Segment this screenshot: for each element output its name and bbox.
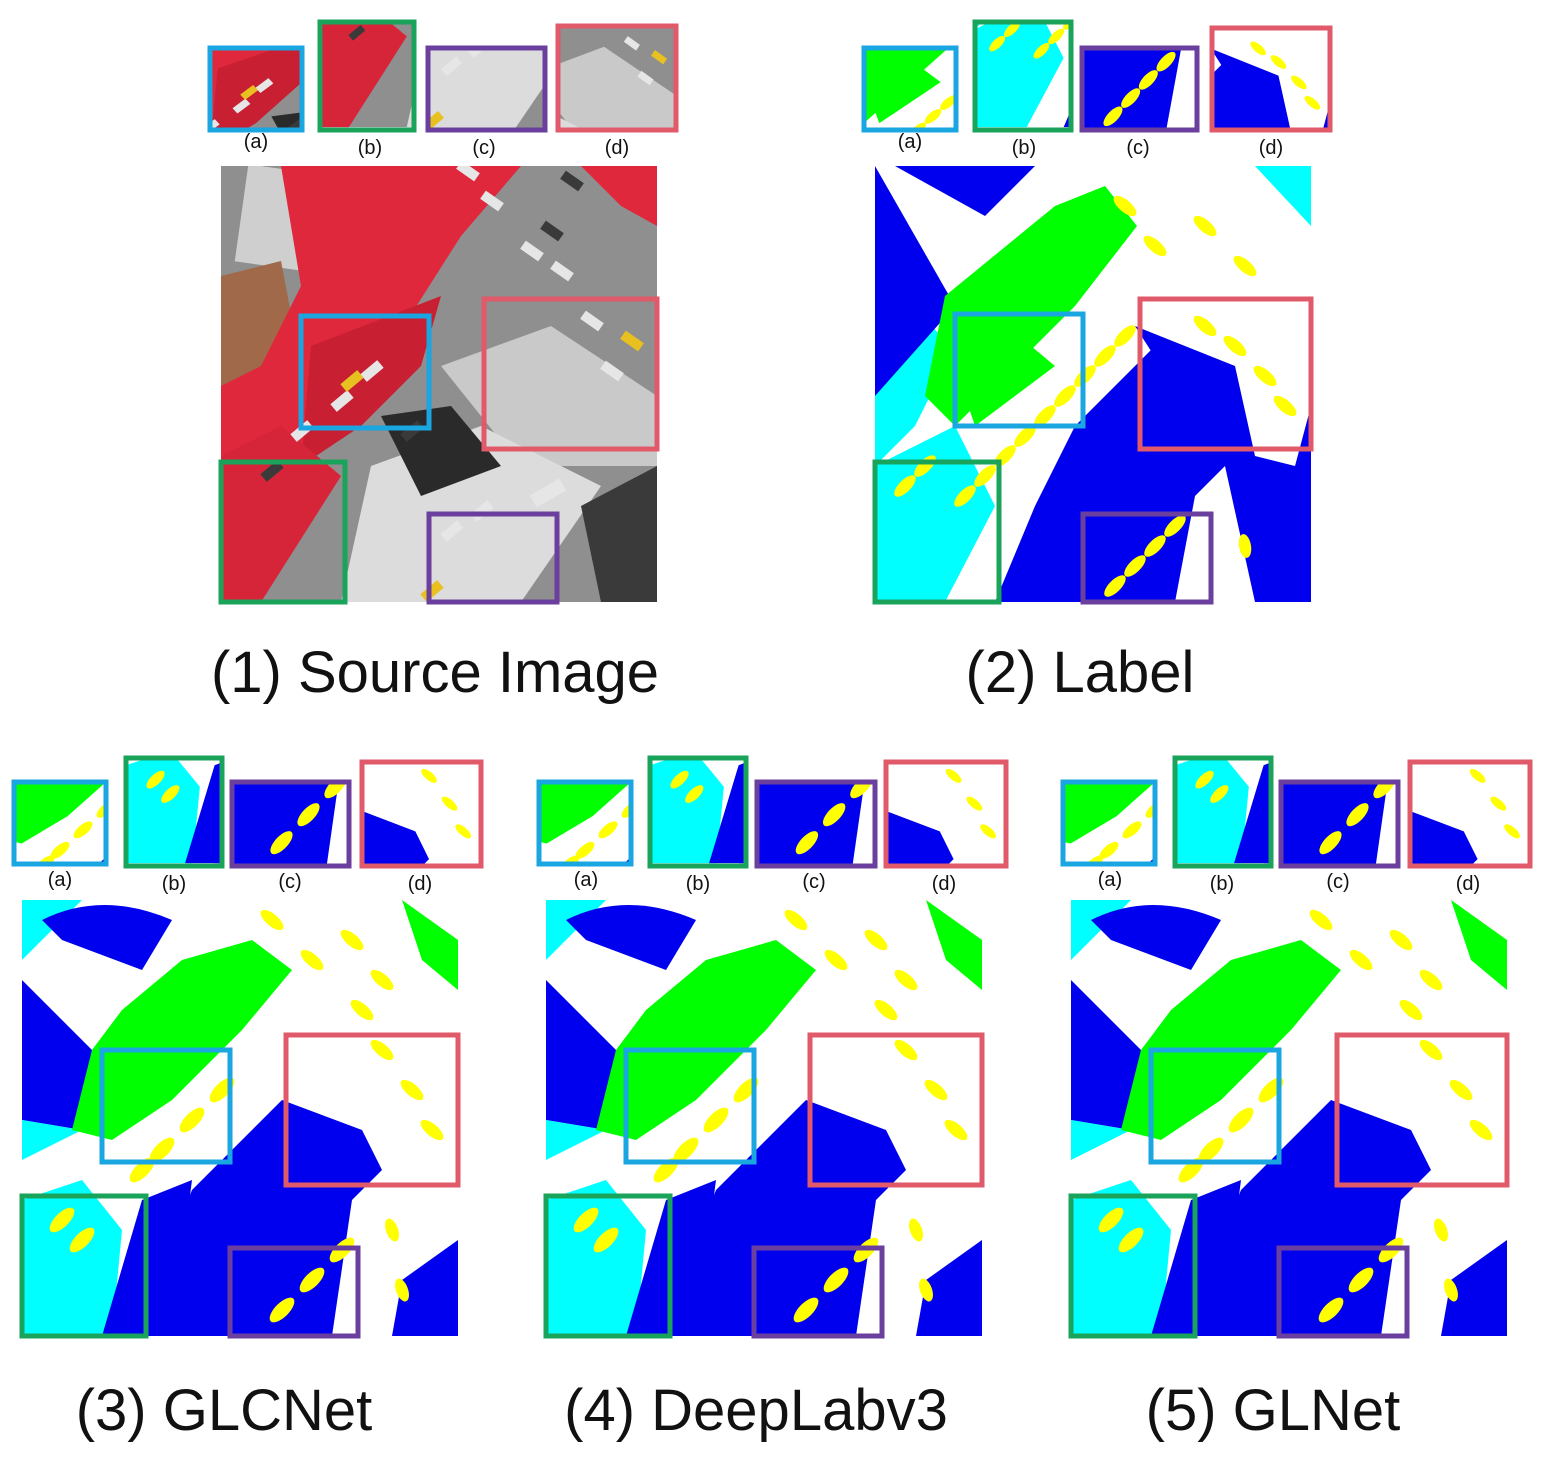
thumb-label-b: (b) [1012, 137, 1036, 159]
thumb-b [972, 19, 1074, 133]
panel-label: (a) (b) (c) (d) (2) Label [861, 19, 1333, 705]
thumb-label-a: (a) [244, 131, 268, 153]
thumb-label-b: (b) [162, 873, 186, 895]
thumb-label-c: (c) [472, 137, 495, 159]
caption-source-image: (1) Source Image [211, 640, 659, 705]
thumb-a [1060, 779, 1158, 867]
thumb-d [555, 23, 679, 133]
box-b [872, 459, 1002, 605]
thumb-label-c: (c) [1326, 871, 1349, 893]
thumb-label-d: (d) [932, 873, 956, 895]
thumb-b [123, 755, 225, 869]
thumb-label-b: (b) [358, 137, 382, 159]
thumb-label-a: (a) [898, 131, 922, 153]
thumb-a [861, 45, 959, 133]
box-b [543, 1193, 673, 1339]
thumb-label-d: (d) [408, 873, 432, 895]
box-b [19, 1193, 149, 1339]
thumb-label-b: (b) [686, 873, 710, 895]
box-b [1068, 1193, 1198, 1339]
main-image-glnet [1068, 900, 1510, 1339]
thumb-a [207, 45, 305, 133]
box-a [623, 1047, 757, 1165]
panel-source-image: (a) (b) (c) (d) (1) Source Image [207, 19, 679, 705]
box-a [1148, 1047, 1282, 1165]
caption-label: (2) Label [966, 640, 1195, 705]
box-a [99, 1047, 233, 1165]
box-a [298, 313, 432, 431]
thumb-label-a: (a) [574, 869, 598, 891]
box-d [1334, 1032, 1510, 1188]
thumb-b [1172, 755, 1274, 869]
thumb-c [1278, 779, 1401, 869]
thumb-c [1079, 45, 1200, 133]
main-image-glcnet [19, 900, 461, 1339]
thumb-c [229, 779, 352, 869]
box-c [751, 1245, 885, 1339]
thumb-label-b: (b) [1210, 873, 1234, 895]
box-d [1137, 296, 1314, 452]
thumb-d [883, 759, 1009, 869]
thumb-label-d: (d) [605, 137, 629, 159]
box-b [218, 459, 348, 605]
box-d [807, 1032, 985, 1188]
thumb-d [1407, 759, 1533, 869]
box-d [283, 1032, 461, 1188]
thumb-label-d: (d) [1456, 873, 1480, 895]
box-a [952, 311, 1086, 429]
thumb-b [647, 755, 749, 869]
panel-glnet: (a) (b) (c) (d) (5) GLNet [1060, 755, 1533, 1443]
caption-glnet: (5) GLNet [1146, 1378, 1401, 1443]
thumb-label-a: (a) [48, 869, 72, 891]
box-c [1080, 511, 1214, 605]
thumb-a [11, 779, 109, 867]
box-c [1276, 1245, 1410, 1339]
panel-deeplabv3: (a) (b) (c) (d) (4) DeepLabv3 [536, 755, 1009, 1443]
main-image-label [872, 166, 1314, 605]
box-d [481, 296, 660, 452]
box-c [227, 1245, 361, 1339]
thumb-label-c: (c) [278, 871, 301, 893]
main-image-source [218, 166, 660, 605]
thumb-label-a: (a) [1098, 869, 1122, 891]
thumb-label-d: (d) [1259, 137, 1283, 159]
panel-glcnet: (a) (b) (c) (d) (3) GLCNet [11, 755, 484, 1443]
caption-glcnet: (3) GLCNet [76, 1378, 373, 1443]
thumb-b [317, 19, 417, 133]
thumb-label-c: (c) [802, 871, 825, 893]
box-c [426, 511, 560, 605]
thumb-d [1209, 25, 1333, 133]
thumb-a [536, 779, 634, 867]
thumb-label-c: (c) [1126, 137, 1149, 159]
thumb-d [359, 759, 484, 869]
thumb-c [425, 45, 548, 133]
main-image-deeplabv3 [543, 900, 985, 1339]
thumb-c [754, 779, 878, 869]
caption-deeplabv3: (4) DeepLabv3 [564, 1378, 948, 1443]
